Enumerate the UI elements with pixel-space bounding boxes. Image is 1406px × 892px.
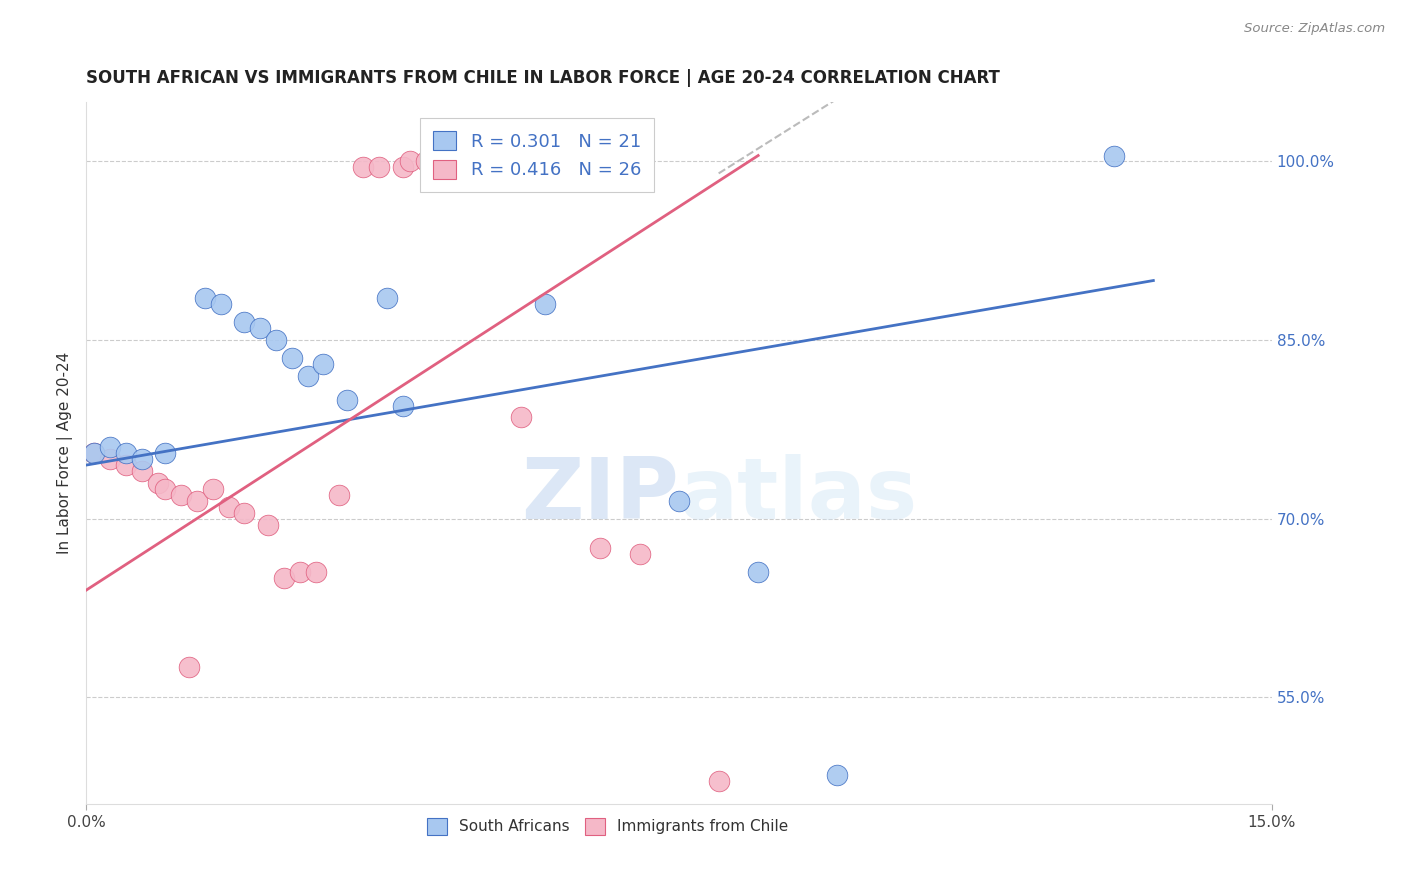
Point [510,410,533,425]
Point [281,351,304,365]
Text: atlas: atlas [679,454,917,537]
Point [391,399,413,413]
Point [131,452,153,467]
Point [83,446,105,460]
Point [613,154,636,169]
Point [391,161,413,175]
Point [415,154,437,169]
Point [233,506,256,520]
Y-axis label: In Labor Force | Age 20-24: In Labor Force | Age 20-24 [58,352,73,554]
Legend: South Africans, Immigrants from Chile: South Africans, Immigrants from Chile [420,811,796,842]
Point [218,500,240,514]
Point [155,446,177,460]
Point [194,292,217,306]
Text: Source: ZipAtlas.com: Source: ZipAtlas.com [1244,22,1385,36]
Point [1102,148,1125,162]
Point [825,767,848,781]
Point [747,565,769,579]
Point [209,297,232,311]
Point [628,547,651,561]
Text: SOUTH AFRICAN VS IMMIGRANTS FROM CHILE IN LABOR FORCE | AGE 20-24 CORRELATION CH: SOUTH AFRICAN VS IMMIGRANTS FROM CHILE I… [86,69,1000,87]
Point [131,464,153,478]
Point [336,392,359,407]
Point [264,333,287,347]
Text: ZIP: ZIP [522,454,679,537]
Point [115,458,138,472]
Point [155,482,177,496]
Point [186,493,208,508]
Point [170,488,193,502]
Point [707,773,730,788]
Point [375,292,398,306]
Point [115,446,138,460]
Point [297,368,319,383]
Point [399,154,422,169]
Point [179,660,201,674]
Point [83,446,105,460]
Point [312,357,335,371]
Point [233,315,256,329]
Point [352,161,374,175]
Point [98,452,121,467]
Point [201,482,224,496]
Point [249,321,271,335]
Point [288,565,311,579]
Point [533,297,555,311]
Point [98,440,121,454]
Point [589,541,612,556]
Point [273,571,295,585]
Point [257,517,280,532]
Point [328,488,350,502]
Point [668,493,690,508]
Point [304,565,326,579]
Point [146,475,169,490]
Point [367,161,389,175]
